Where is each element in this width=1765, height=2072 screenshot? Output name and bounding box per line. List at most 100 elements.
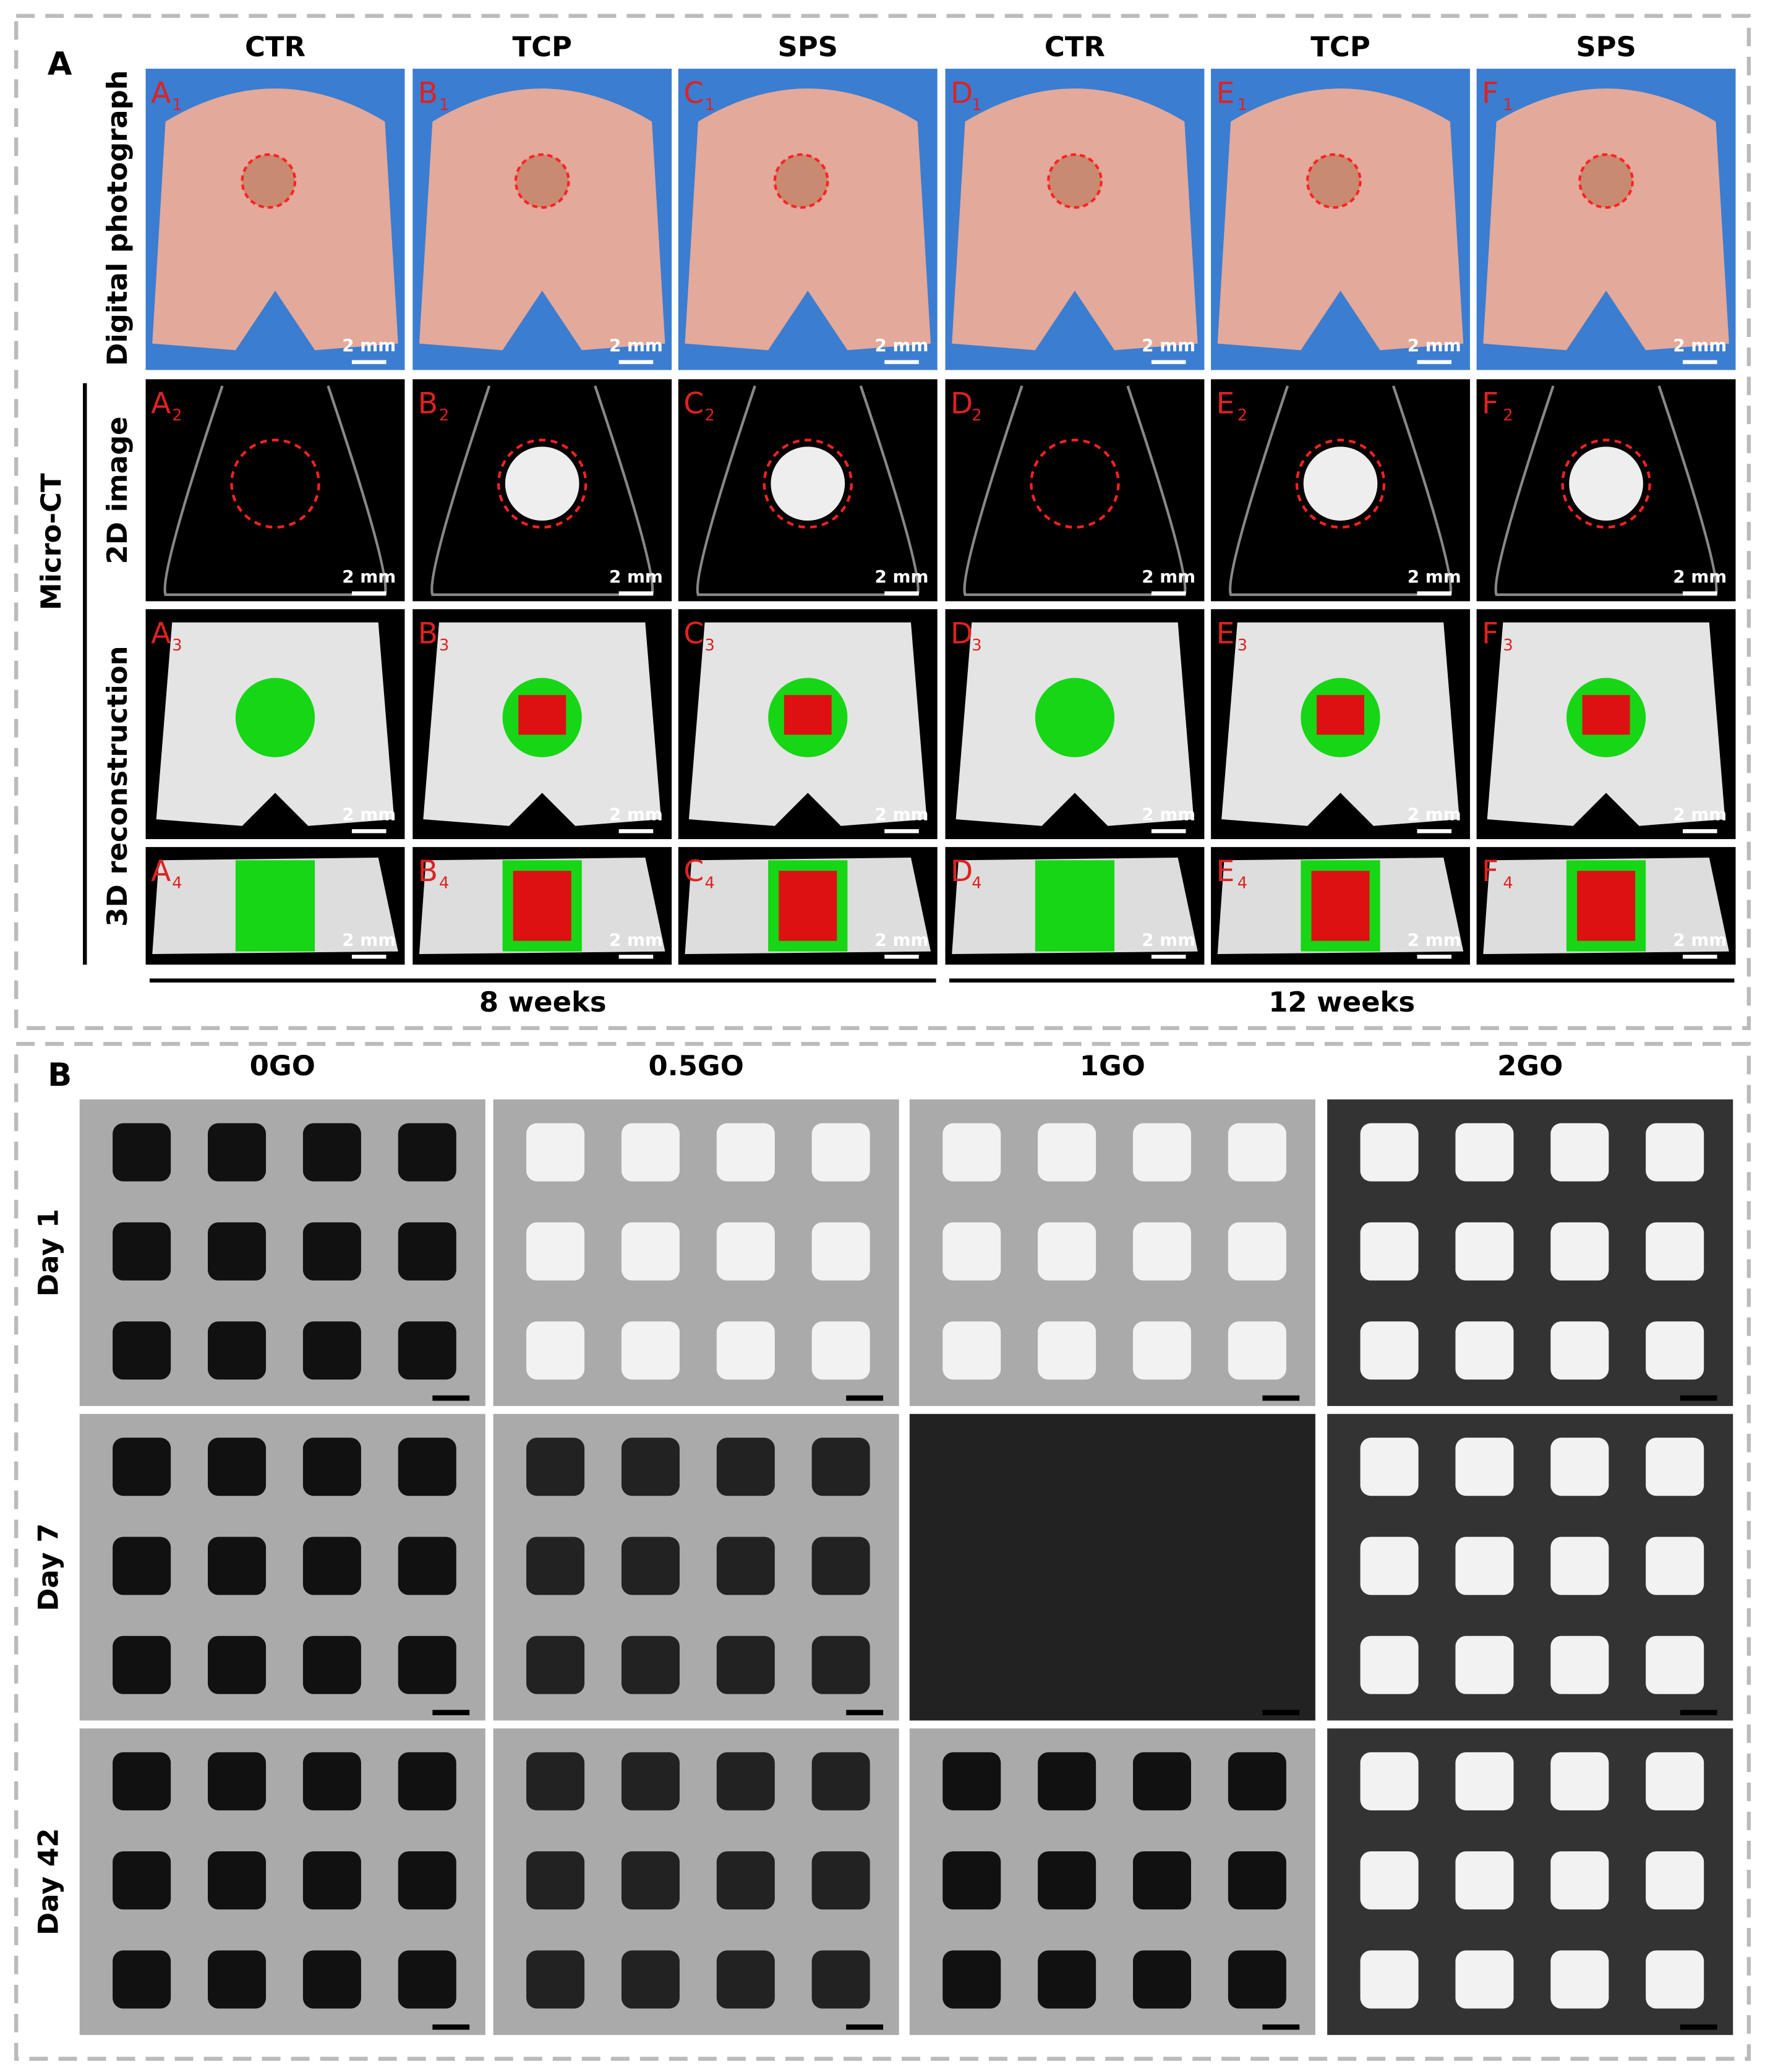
column-header: 0.5GO (648, 1049, 743, 1082)
pore (113, 1321, 171, 1380)
period-label: 8 weeks (479, 986, 607, 1018)
scale-bar-label: 2 mm (1408, 930, 1461, 950)
pore (942, 1752, 1001, 1810)
scale-bar-label: 2 mm (342, 566, 396, 587)
panel-letter: A (151, 76, 171, 110)
pore (1228, 1752, 1286, 1810)
bone-outline (963, 385, 1187, 596)
panel-letter: F (1482, 76, 1498, 110)
pore (716, 1851, 775, 1910)
pore (1132, 1321, 1192, 1380)
panel-subscript: 2 (1503, 406, 1513, 425)
pore (942, 1222, 1001, 1281)
panel-letter: C (683, 855, 704, 889)
pore (716, 1752, 775, 1810)
pore (113, 1635, 171, 1694)
mineral (513, 871, 571, 941)
pore (811, 1222, 870, 1281)
pore (1228, 1851, 1286, 1910)
bone-outline (430, 385, 654, 596)
mineral (1577, 871, 1636, 941)
panel-subscript: 4 (172, 874, 182, 893)
pore (942, 1851, 1001, 1910)
panel-subscript: 3 (172, 636, 182, 655)
scale-bar-label: 2 mm (875, 566, 929, 587)
scaffold-3d (1035, 860, 1115, 952)
pore (1550, 1222, 1609, 1281)
row-label: Digital photograph (101, 70, 134, 365)
scaffold-3d (235, 678, 315, 757)
pore (621, 1321, 680, 1380)
pore (1455, 1851, 1514, 1910)
pore (716, 1635, 775, 1694)
pore (208, 1950, 267, 2009)
pore (811, 1321, 870, 1380)
row-label: Day 42 (32, 1828, 65, 1935)
scale-bar-label: 2 mm (1408, 566, 1461, 587)
pore (398, 1321, 456, 1380)
column-header: CTR (245, 30, 306, 63)
panel-letter: B (418, 76, 438, 110)
panel-letter: A (151, 855, 171, 889)
pore (208, 1635, 267, 1694)
panel-subscript: 2 (172, 406, 182, 425)
scale-bar-label: 2 mm (1142, 566, 1195, 587)
panel-letter: C (683, 76, 704, 110)
pore (302, 1950, 361, 2009)
pore (811, 1851, 870, 1910)
pore (811, 1635, 870, 1694)
pore (208, 1222, 267, 1281)
panel-letter: E (1216, 387, 1235, 421)
pore (113, 1950, 171, 2009)
pore (526, 1752, 585, 1810)
panel-letter: E (1216, 855, 1235, 889)
scaffold (1303, 446, 1378, 521)
pore (1228, 1950, 1286, 2009)
pore (1228, 1537, 1286, 1595)
pore (621, 1950, 680, 2009)
panel-letter: A (151, 387, 171, 421)
scale-bar-label: 2 mm (609, 930, 663, 950)
panel-subscript: 1 (439, 96, 449, 114)
pore (398, 1438, 456, 1496)
pore (1132, 1950, 1192, 2009)
pore (113, 1752, 171, 1810)
pore (621, 1123, 680, 1182)
pore (302, 1123, 361, 1182)
pore (1646, 1537, 1704, 1595)
pore (302, 1537, 361, 1595)
pore (621, 1438, 680, 1496)
pore (1360, 1222, 1419, 1281)
panel-letter: E (1216, 76, 1235, 110)
panel-letter: D (951, 387, 973, 421)
scaffold (771, 446, 845, 521)
pore (1646, 1123, 1704, 1182)
scale-bar-label: 2 mm (875, 335, 929, 356)
pore (811, 1438, 870, 1496)
panel-letter: D (951, 855, 973, 889)
specimen (952, 88, 1198, 351)
column-header: 1GO (1080, 1049, 1145, 1082)
pore (1038, 1123, 1096, 1182)
defect-circle (1306, 153, 1362, 209)
pore (942, 1438, 1001, 1496)
pore (113, 1537, 171, 1595)
pore (1455, 1950, 1514, 2009)
panel-subscript: 4 (972, 874, 981, 893)
defect-circle (1030, 438, 1120, 529)
pore (1646, 1438, 1704, 1496)
pore (942, 1950, 1001, 2009)
scale-bar-label: 2 mm (1142, 804, 1195, 825)
defect-circle (1295, 438, 1386, 529)
panel-subscript: 2 (705, 406, 715, 425)
pore (811, 1752, 870, 1810)
scaffold-3d (235, 860, 315, 952)
panel-label: B (48, 1057, 72, 1094)
defect-circle (1047, 153, 1103, 209)
pore (621, 1752, 680, 1810)
mineral (1311, 871, 1370, 941)
panel-subscript: 4 (705, 874, 715, 893)
panel-subscript: 4 (439, 874, 449, 893)
panel-letter: B (418, 387, 438, 421)
defect-circle (1561, 438, 1651, 529)
